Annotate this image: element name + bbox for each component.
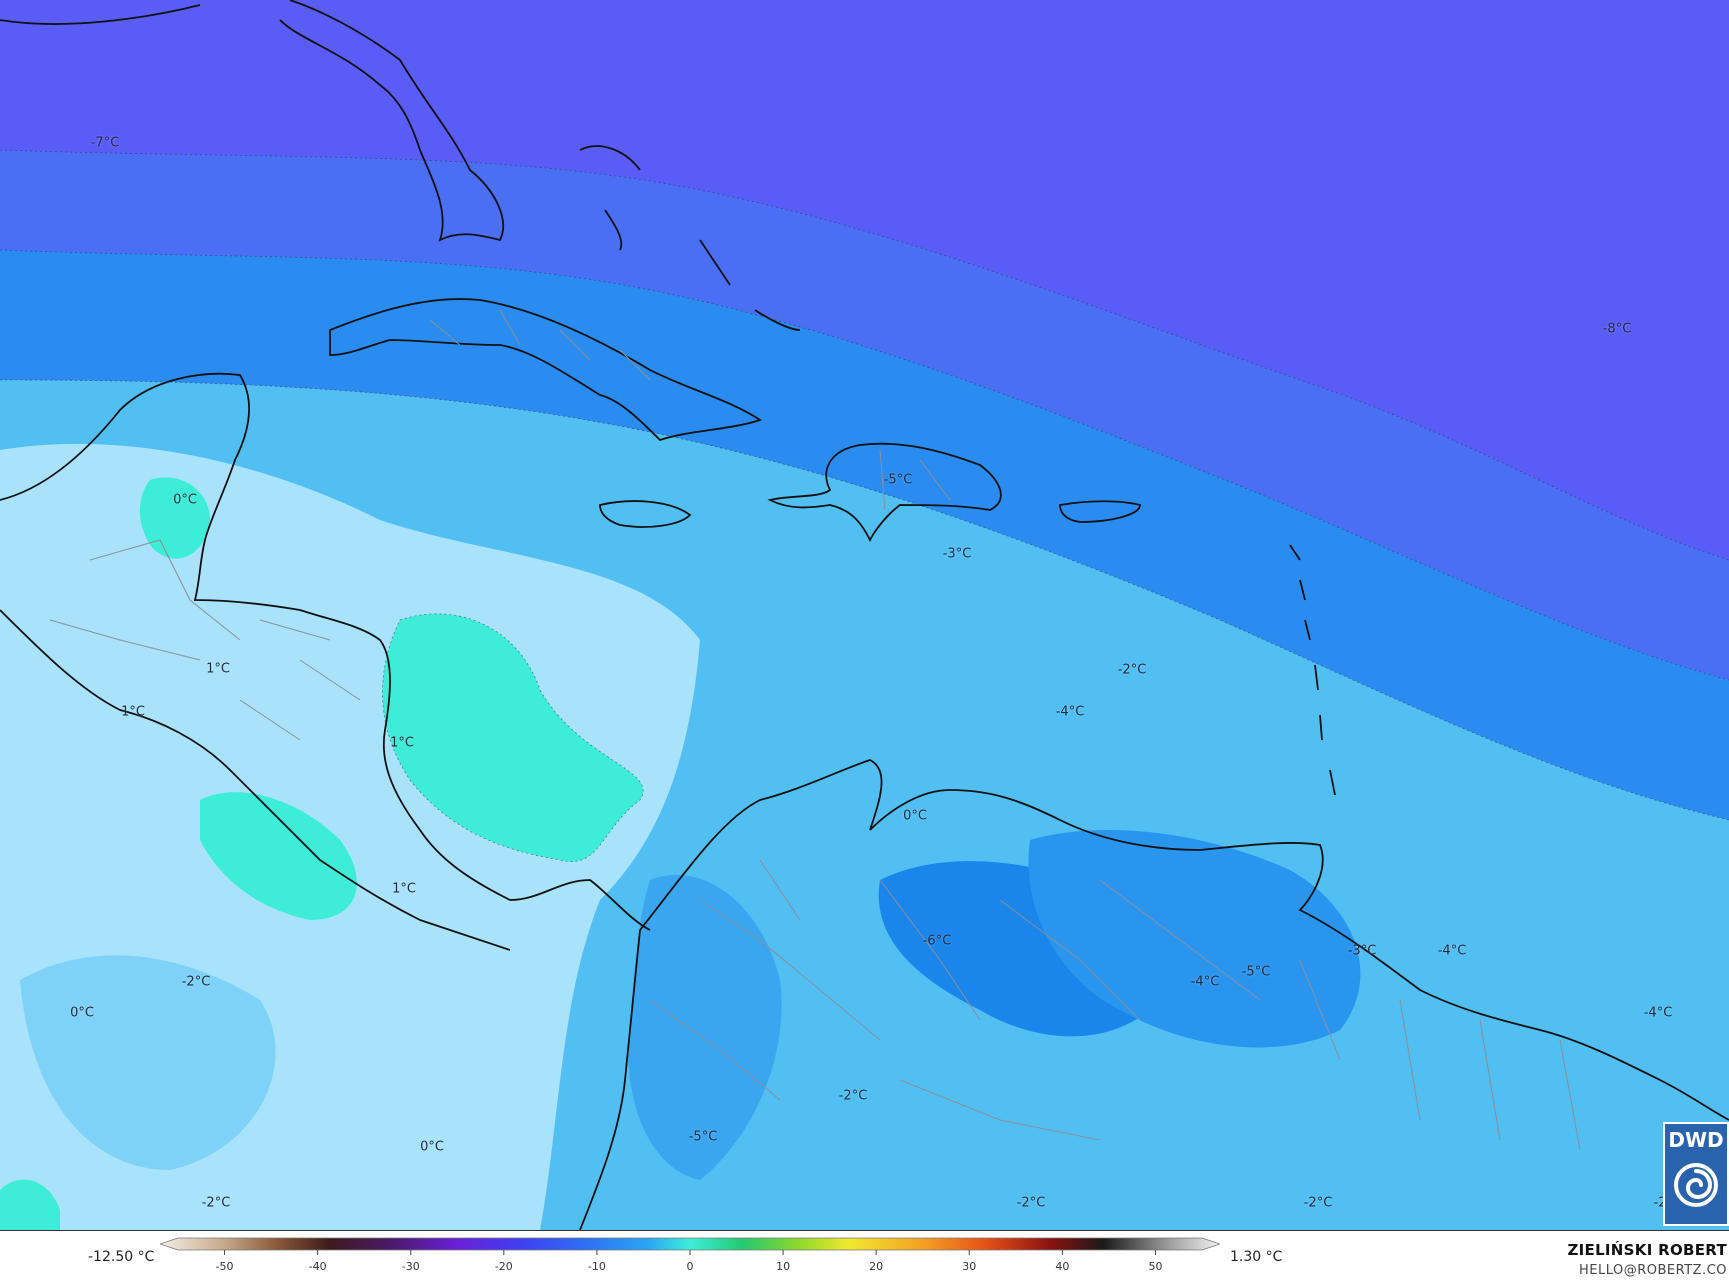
- author-credit: ZIELIŃSKI ROBERT: [1567, 1241, 1727, 1259]
- legend-footer: -12.50 °C: [0, 1230, 1729, 1288]
- contour-3: [0, 379, 1729, 821]
- cold-band-middle: [0, 150, 1729, 680]
- temp-label: -2°C: [1117, 662, 1147, 678]
- coast-lesser-antilles: [1289, 544, 1336, 796]
- temp-label: 0°C: [173, 492, 197, 508]
- coast-bahamas: [579, 145, 801, 331]
- colorbar-strip: [160, 1237, 1220, 1251]
- colorbar-tick-label: -10: [588, 1260, 606, 1273]
- temp-label: -2°C: [201, 1195, 231, 1211]
- map-canvas: [0, 0, 1729, 1230]
- coast-florida: [0, 0, 505, 242]
- coast-jamaica: [599, 500, 692, 528]
- temp-label: -8°C: [1602, 321, 1632, 337]
- dwd-logo-text: DWD: [1668, 1128, 1724, 1152]
- temp-label: -4°C: [1437, 943, 1467, 959]
- colorbar-tick-label: -20: [495, 1260, 513, 1273]
- temp-label: 1°C: [392, 881, 416, 897]
- colorbar-tick-label: 40: [1055, 1260, 1069, 1273]
- colorbar-tick-label: 10: [776, 1260, 790, 1273]
- contour-warm: [382, 613, 644, 862]
- temp-label: -7°C: [90, 135, 120, 151]
- coast-colombia-pacific: [579, 929, 641, 1230]
- colorbar-tick-label: 50: [1148, 1260, 1162, 1273]
- colorbar-tick-label: 30: [962, 1260, 976, 1273]
- borders-cuba: [429, 309, 651, 381]
- borders-south-america: [649, 859, 1581, 1151]
- cold-band-north: [0, 0, 1729, 560]
- warm-zone-corner: [0, 1179, 60, 1230]
- temp-label: -5°C: [1241, 964, 1271, 980]
- colorbar-tick-label: -40: [309, 1260, 327, 1273]
- coast-south-america-north: [639, 759, 1729, 1121]
- temp-label: 0°C: [903, 808, 927, 824]
- coast-central-america-west: [0, 609, 511, 951]
- coast-central-america-east: [0, 372, 651, 931]
- pale-patch-sw: [20, 955, 276, 1170]
- admin-borders: [49, 309, 1581, 1151]
- temp-label: -2°C: [838, 1088, 868, 1104]
- swirl-icon: [1674, 1163, 1718, 1207]
- temp-label: 0°C: [420, 1139, 444, 1155]
- warm-zone-pacific: [200, 792, 357, 920]
- temp-label: -5°C: [883, 472, 913, 488]
- cold-zone-guiana: [1028, 830, 1361, 1048]
- author-email: HELLO@ROBERTZ.CO: [1578, 1263, 1727, 1278]
- colorbar-tick-label: -30: [402, 1260, 420, 1273]
- temp-label: 1°C: [121, 704, 145, 720]
- temp-label: -2°C: [1303, 1195, 1333, 1211]
- coast-cuba: [329, 298, 763, 442]
- dwd-logo: DWD: [1663, 1122, 1729, 1226]
- temp-label: -3°C: [1347, 943, 1377, 959]
- colorbar: -50 -40 -30 -20 -10 0 10 20 30 40 50: [160, 1237, 1220, 1273]
- colorbar-tick-label: -50: [216, 1260, 234, 1273]
- coastlines: [0, 0, 1729, 1230]
- temp-label: 1°C: [390, 735, 414, 751]
- temp-label: -6°C: [922, 933, 952, 949]
- contour-2: [0, 249, 1729, 681]
- colorbar-tick-label: 20: [869, 1260, 883, 1273]
- temp-label: -3°C: [942, 546, 972, 562]
- temp-label: -2°C: [181, 974, 211, 990]
- temperature-map: -7°C -8°C 0°C -5°C -3°C -2°C -4°C 1°C 1°…: [0, 0, 1729, 1230]
- cold-zone-colombia: [628, 874, 782, 1180]
- legend-max-label: 1.30 °C: [1230, 1249, 1283, 1265]
- colorbar-ticks: -50 -40 -30 -20 -10 0 10 20 30 40 50: [216, 1250, 1162, 1273]
- warm-zone-central: [382, 613, 644, 862]
- cool-band: [0, 250, 1729, 820]
- temp-label: -4°C: [1643, 1005, 1673, 1021]
- temp-label: -4°C: [1190, 974, 1220, 990]
- borders-central-america: [49, 539, 361, 741]
- coast-hispaniola: [767, 442, 1002, 543]
- contours: [0, 149, 1729, 862]
- coast-puerto-rico: [1059, 500, 1141, 523]
- borders-hispaniola: [879, 449, 951, 511]
- temp-label: -5°C: [688, 1129, 718, 1145]
- temp-label: -4°C: [1055, 704, 1085, 720]
- warm-zone-yucatan: [139, 477, 210, 559]
- legend-min-label: -12.50 °C: [88, 1249, 155, 1265]
- temp-label: 1°C: [206, 661, 230, 677]
- colorbar-tick-label: 0: [687, 1260, 694, 1273]
- temp-label: 0°C: [70, 1005, 94, 1021]
- temp-label: -2°C: [1016, 1195, 1046, 1211]
